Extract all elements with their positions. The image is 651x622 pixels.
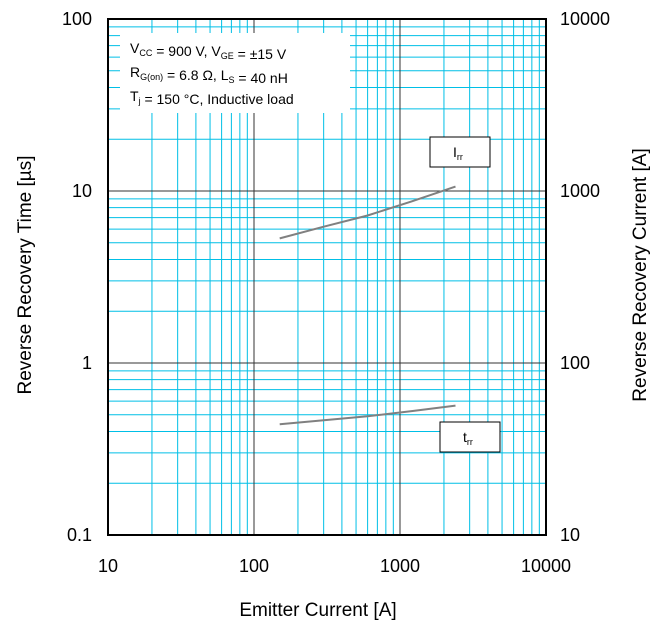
y-tick-label-left: 100: [62, 9, 92, 29]
text-run: = 900 V, V: [152, 43, 221, 59]
condition-line: VCC = 900 V, VGE = ±15 V: [130, 40, 287, 62]
tick-labels: 10 100 1000 10000 0.1 1 10 100 10 100 1000 10000: [62, 9, 610, 576]
text-run: V: [130, 40, 140, 56]
condition-subscript: CC: [139, 48, 152, 58]
series-label-subscript: rr: [457, 152, 463, 162]
y-axis-label-left: Reverse Recovery Time [µs]: [15, 155, 36, 394]
series-label: Irr: [453, 144, 463, 162]
y-tick-label-left: 0.1: [67, 525, 92, 545]
series-label-box: [429, 136, 491, 168]
y-tick-label-left: 1: [82, 353, 92, 373]
series-layer: [279, 185, 456, 426]
x-tick-label: 1000: [380, 556, 420, 576]
series-line-0: [279, 185, 456, 240]
text-run: = 6.8 Ω, L: [163, 67, 229, 83]
condition-subscript: j: [138, 96, 141, 106]
text-run: R: [130, 64, 140, 80]
condition-subscript: GE: [221, 51, 234, 61]
series-label-subscript: rr: [467, 437, 473, 447]
condition-line: RG(on) = 6.8 Ω, LS = 40 nH: [130, 64, 288, 86]
plot-frame: [107, 18, 547, 536]
y-axis-label-right: Reverse Recovery Current [A]: [630, 148, 651, 401]
y-tick-label-right: 100: [560, 353, 590, 373]
y-tick-label-left: 10: [72, 181, 92, 201]
conditions-box: [120, 33, 350, 113]
x-tick-label: 10000: [521, 556, 571, 576]
series-label-box: [439, 421, 501, 453]
y-tick-label-right: 10000: [560, 9, 610, 29]
text-run: I: [453, 144, 457, 160]
series-line-1: [279, 404, 456, 426]
y-tick-label-right: 10: [560, 525, 580, 545]
x-axis-label: Emitter Current [A]: [239, 600, 396, 621]
condition-line: Tj = 150 °C, Inductive load: [130, 88, 294, 107]
text-run: = 40 nH: [235, 70, 288, 86]
y-tick-label-right: 1000: [560, 181, 600, 201]
x-tick-label: 10: [98, 556, 118, 576]
condition-subscript: G(on): [140, 72, 163, 82]
series-label: trr: [463, 429, 473, 447]
text-run: = 150 °C, Inductive load: [141, 91, 294, 107]
text-run: t: [463, 429, 467, 445]
condition-subscript: S: [228, 75, 234, 85]
text-run: T: [130, 88, 139, 104]
axis-labels: Emitter Current [A] Reverse Recovery Tim…: [15, 148, 651, 621]
text-run: = ±15 V: [234, 46, 287, 62]
x-tick-label: 100: [239, 556, 269, 576]
